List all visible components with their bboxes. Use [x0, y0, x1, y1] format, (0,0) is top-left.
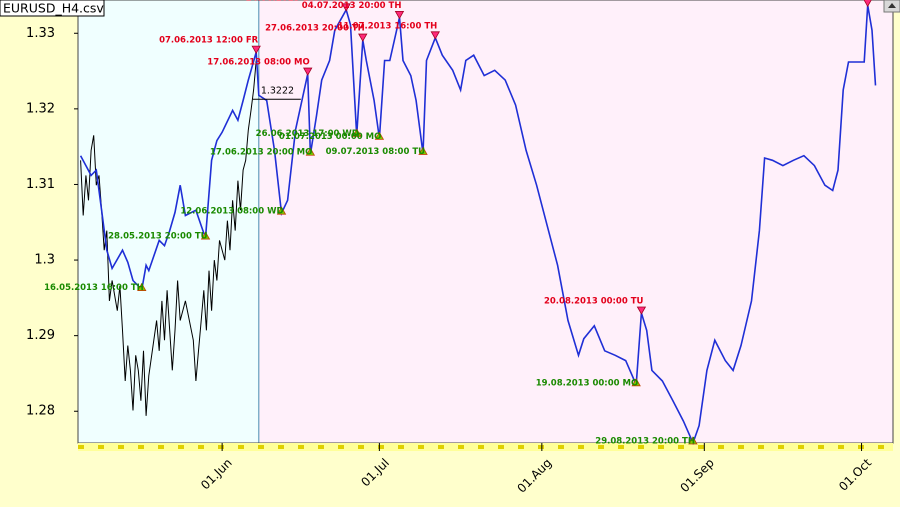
peak-marker: [863, 0, 872, 8]
annotation-label: 19.08.2013 00:00 MO: [536, 378, 638, 388]
y-tick-label: 1.3: [34, 253, 55, 268]
annotation-label: 04.07.2013 20:00 TH: [302, 1, 402, 11]
peak-marker: [430, 31, 440, 40]
peak-marker: [341, 3, 351, 12]
annotation-label: 29.08.2013 20:00 TH: [595, 437, 695, 447]
annotation-label: 17.06.2013 20:00 MO: [210, 148, 312, 158]
forecast-region: [258, 0, 893, 443]
annotation-label: 16.05.2013 16:00 TH: [44, 283, 144, 293]
x-axis-strip: [78, 443, 893, 451]
peak-marker: [251, 45, 261, 54]
annotation-label: 28.05.2013 20:00 TU: [108, 232, 208, 242]
peak-marker: [358, 33, 368, 42]
trough-marker: [688, 436, 698, 445]
price-label: 1.3222: [261, 86, 294, 97]
plot-area: 1.3222 16.05.2013 16:00 TH 28.05.2013 20:0…: [44, 0, 877, 447]
trough-marker: [305, 147, 316, 156]
scroll-arrow: [888, 3, 896, 8]
trough-marker: [137, 282, 147, 291]
y-tick-label: 1.31: [26, 177, 55, 192]
trough-marker: [418, 146, 428, 155]
history-region: [78, 0, 259, 443]
annotation-label: 11.07.2013 16:00 TH: [338, 21, 438, 31]
annotation-label: 27.06.2013 20:00 TH: [265, 24, 365, 34]
peak-marker: [303, 67, 313, 76]
annotation-label: 26.06.2013 17:00 WD: [256, 129, 359, 139]
y-tick-label: 1.33: [26, 26, 55, 41]
y-tick-label: 1.29: [26, 328, 55, 343]
plot-background: [77, 0, 894, 444]
annotation-label: 20.08.2013 00:00 TU: [544, 296, 644, 306]
trough-marker: [631, 377, 641, 387]
chart-title: EURUSD_H4.csv: [3, 1, 104, 16]
trough-marker: [374, 131, 385, 140]
price-line: [80, 60, 257, 416]
annotation-label: 09.07.2013 08:00 TU: [326, 147, 426, 157]
annotation-label: 24.06.2013 16:00 MO: [246, 0, 348, 3]
annotation-label: 01.07.2013 00:00 MO: [279, 132, 381, 142]
trough-marker: [200, 231, 211, 240]
trough-marker: [276, 206, 287, 215]
trough-marker: [352, 128, 362, 137]
title-box: [0, 0, 105, 17]
peak-marker: [636, 306, 647, 315]
annotation-label: 17.06.2013 08:00 MO: [207, 58, 309, 68]
peak-marker: [394, 10, 405, 20]
y-tick-label: 1.28: [26, 404, 55, 419]
annotation-label: 12.06.2013 08:00 WD: [180, 207, 283, 217]
y-tick-label: 1.32: [26, 101, 55, 116]
annotation-label: 07.06.2013 12:00 FR: [159, 36, 259, 46]
